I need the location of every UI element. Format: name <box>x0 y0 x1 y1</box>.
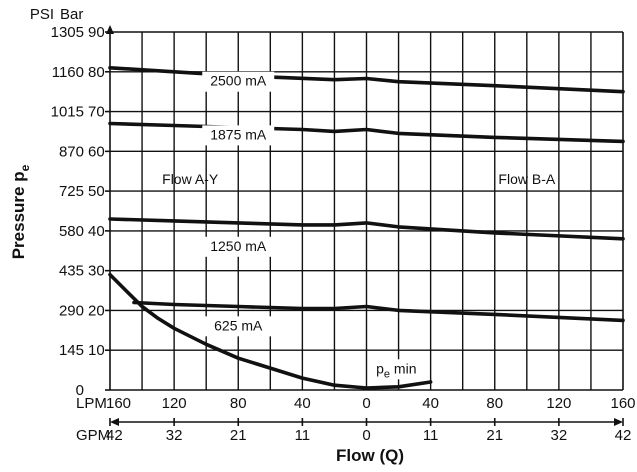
series-label-bg <box>202 71 275 92</box>
flow-arrow-left <box>110 418 119 426</box>
bar-unit-label: Bar <box>60 6 83 23</box>
y-axis-title-main: Pressure p <box>9 171 28 259</box>
series-label-bg <box>202 236 275 257</box>
bar-tick-label: 10 <box>88 342 105 359</box>
lpm-tick-label: 40 <box>422 395 439 412</box>
series-label-bg <box>370 359 429 380</box>
series-label-sub: e <box>384 368 390 380</box>
lpm-unit-label: LPM <box>76 395 107 412</box>
bar-tick-label: 40 <box>88 223 105 240</box>
region-label-0: Flow A-Y <box>162 171 219 187</box>
curve-2 <box>108 217 625 241</box>
curve-1 <box>108 121 625 144</box>
series-label-text: 1875 mA <box>210 126 267 142</box>
frame-layer <box>105 25 624 426</box>
gpm-tick-label: 11 <box>295 427 311 444</box>
psi-tick-label: 0 <box>76 382 84 399</box>
curve-layer <box>108 66 625 390</box>
lpm-tick-label: 160 <box>610 395 635 412</box>
psi-tick-label: 1160 <box>52 64 84 81</box>
series-label-3: 625 mA <box>202 316 275 337</box>
series-label-text: 625 mA <box>214 317 263 333</box>
curve-3 <box>132 300 625 323</box>
lpm-tick-label: 40 <box>294 395 311 412</box>
bar-tick-label: 90 <box>88 24 105 41</box>
axis-text-layer: 0101452029030435405805072560870701015801… <box>51 24 636 444</box>
y-axis-title-sub: e <box>18 164 32 171</box>
gpm-unit-label: GPM <box>76 427 110 444</box>
flow-arrow-right <box>614 418 623 426</box>
psi-tick-label: 1305 <box>51 24 84 41</box>
series-label-text: 1250 mA <box>210 238 267 254</box>
x-axis-title: Flow (Q) <box>336 446 404 465</box>
series-label-text: pe min <box>376 360 416 380</box>
psi-tick-label: 725 <box>59 183 84 200</box>
label-layer: 2500 mA 1875 mA 1250 mA 625 mA pe min Flow A-… <box>162 71 556 380</box>
lpm-tick-label: 0 <box>362 395 370 412</box>
lpm-tick-label: 120 <box>162 395 187 412</box>
bar-tick-label: 60 <box>88 143 105 160</box>
curve-4 <box>108 272 433 390</box>
psi-tick-label: 145 <box>59 342 84 359</box>
gpm-tick-label: 21 <box>486 427 503 444</box>
psi-tick-label: 435 <box>59 263 84 280</box>
bar-tick-label: 50 <box>88 183 105 200</box>
series-label-text: 2500 mA <box>210 73 267 89</box>
bar-tick-label: 30 <box>88 263 105 280</box>
psi-tick-label: 580 <box>59 223 84 240</box>
y-axis-title: Pressure pe <box>9 164 32 259</box>
series-label-4: pe min <box>370 359 429 380</box>
psi-tick-label: 1015 <box>51 104 84 121</box>
lpm-tick-label: 80 <box>230 395 247 412</box>
psi-unit-label: PSI <box>30 6 54 23</box>
lpm-tick-label: 120 <box>546 395 571 412</box>
region-label-1: Flow B-A <box>498 171 555 187</box>
series-label-2: 1250 mA <box>202 236 275 257</box>
psi-tick-label: 870 <box>59 143 84 160</box>
gpm-tick-label: 11 <box>423 427 439 444</box>
bar-tick-label: 20 <box>88 302 105 319</box>
gpm-tick-label: 32 <box>551 427 568 444</box>
series-label-main: p <box>376 360 384 376</box>
lpm-tick-label: 160 <box>106 395 131 412</box>
bar-tick-label: 80 <box>88 64 105 81</box>
lpm-tick-label: 80 <box>486 395 503 412</box>
bar-tick-label: 70 <box>88 104 105 121</box>
gpm-tick-label: 0 <box>362 427 370 444</box>
series-label-bg <box>202 316 275 337</box>
gpm-tick-label: 42 <box>615 427 632 444</box>
gpm-tick-label: 32 <box>166 427 183 444</box>
psi-tick-label: 290 <box>59 302 84 319</box>
series-label-bg <box>202 125 275 146</box>
gpm-tick-label: 42 <box>106 427 123 444</box>
series-label-1: 1875 mA <box>202 125 275 146</box>
curve-0 <box>108 66 625 94</box>
series-label-0: 2500 mA <box>202 71 275 92</box>
series-label-rest: min <box>390 360 416 376</box>
gpm-tick-label: 21 <box>230 427 247 444</box>
